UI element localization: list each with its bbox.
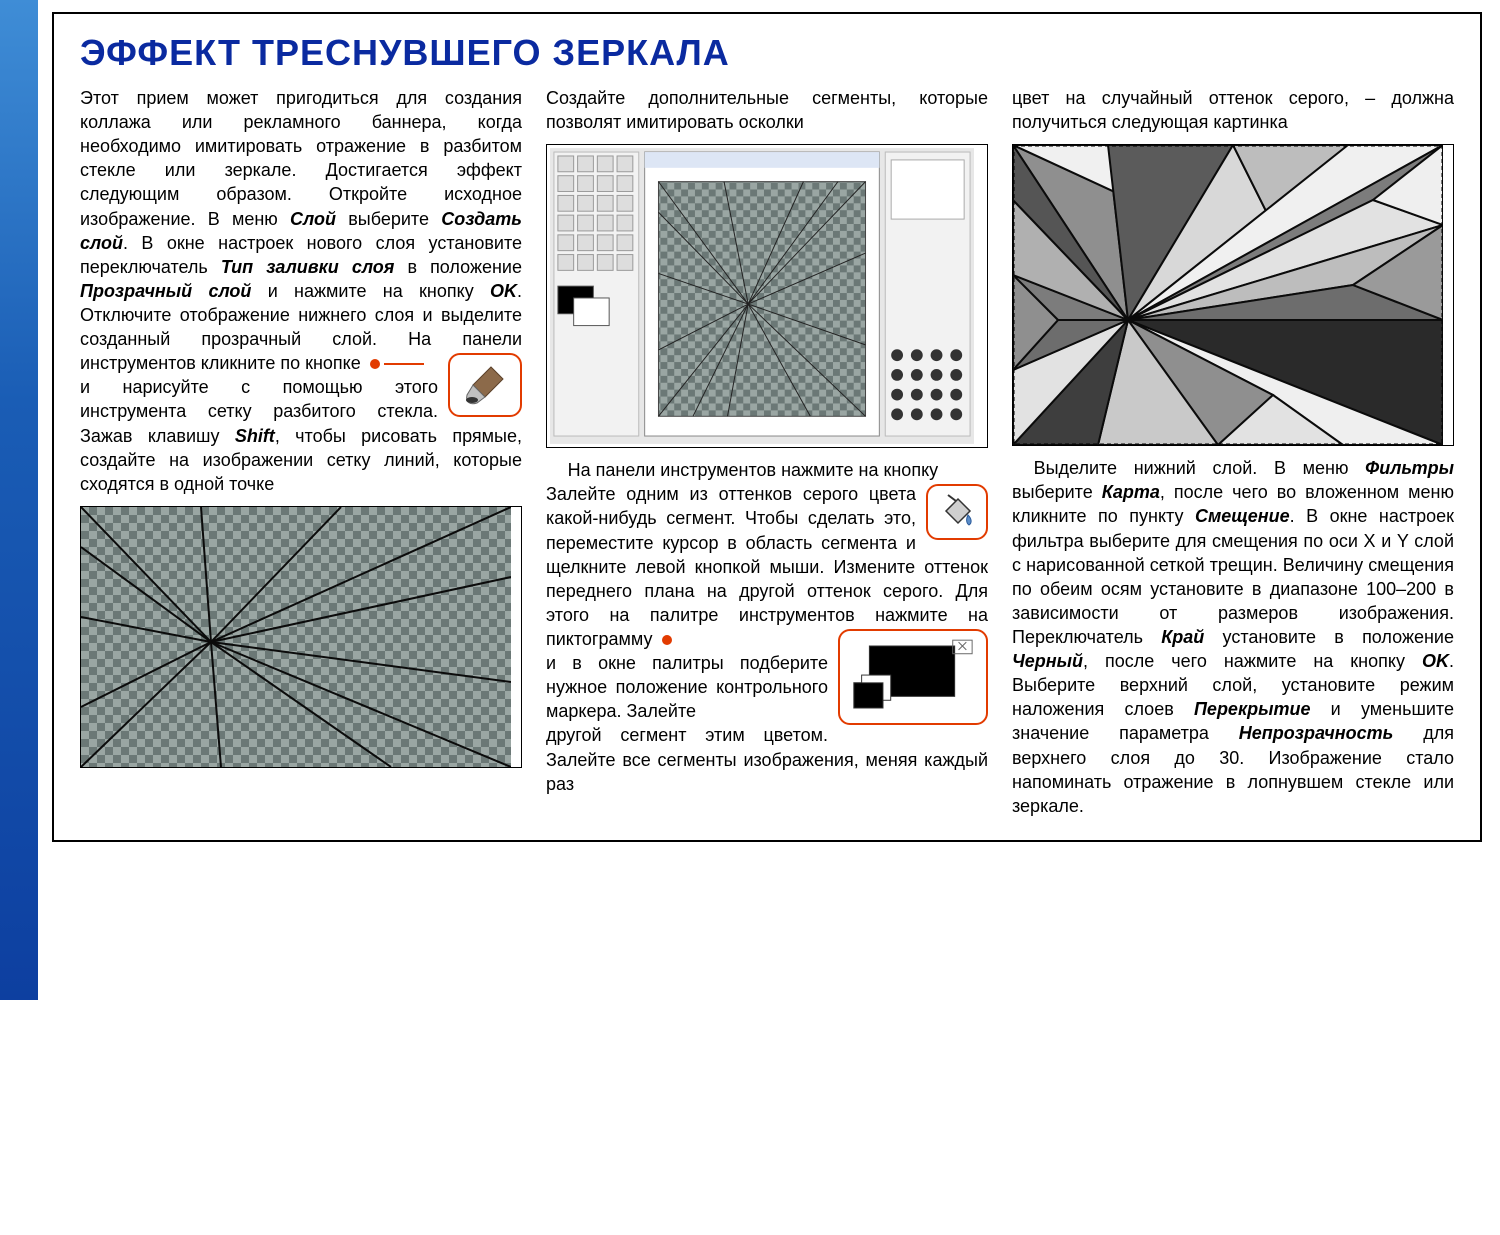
col3-para2: Выделите нижний слой. В меню Фильтры выб… [1012,456,1454,818]
color-swatch-icon [850,637,976,717]
col3-para1: цвет на случайный оттенок серого, – долж… [1012,86,1454,134]
page-title: ЭФФЕКТ ТРЕСНУВШЕГО ЗЕРКАЛА [80,32,1454,74]
col1-para1: Этот прием может пригодиться для создани… [80,86,522,375]
swatch-callout [838,629,988,725]
col2-para2b: Залейте одним из оттенков серого цвета к… [546,482,988,651]
col2-para3b: другой сегмент этим цветом. Залейте все … [546,723,988,795]
bucket-callout [926,484,988,540]
connector-dot [370,359,380,369]
article-box: ЭФФЕКТ ТРЕСНУВШЕГО ЗЕРКАЛА Этот прием мо… [52,12,1482,842]
columns: Этот прием может пригодиться для создани… [80,86,1454,818]
figure-gimp-window [546,144,988,448]
column-1: Этот прием может пригодиться для создани… [80,86,522,818]
side-stripe [0,0,38,1000]
brush-callout [448,353,522,417]
connector-dot [662,635,672,645]
col2-para1: Создайте дополнительные сегменты, которы… [546,86,988,134]
col2-para2: На панели инструментов нажмите на кнопку [546,458,988,482]
column-3: цвет на случайный оттенок серого, – долж… [1012,86,1454,818]
bucket-fill-icon [938,493,976,531]
figure-gray-shards [1012,144,1454,446]
column-2: Создайте дополнительные сегменты, которы… [546,86,988,818]
connector-line [384,363,424,365]
figure-crack-grid [80,506,522,768]
brush-icon [463,363,507,407]
